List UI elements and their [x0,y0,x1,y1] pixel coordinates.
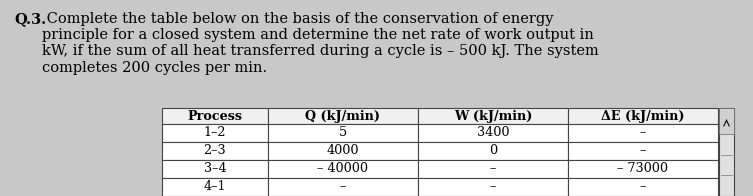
Bar [268,124,418,142]
Text: 3400: 3400 [477,126,509,140]
Bar [719,108,734,196]
Bar [162,142,268,160]
Bar [268,160,418,178]
Text: 4000: 4000 [327,144,359,158]
Bar [418,108,568,124]
Bar [568,108,718,124]
Text: W (kJ/min): W (kJ/min) [454,110,532,122]
Text: –: – [489,181,496,193]
Text: 2–3: 2–3 [203,144,226,158]
Text: –: – [640,181,646,193]
Bar [568,124,718,142]
Bar [268,142,418,160]
Text: 0: 0 [489,144,497,158]
Text: 4–1: 4–1 [203,181,226,193]
Bar [418,124,568,142]
Bar [418,178,568,196]
Bar [162,160,268,178]
Text: –: – [640,126,646,140]
Bar [268,108,418,124]
Text: Q.3.: Q.3. [14,12,46,26]
Text: Process: Process [187,110,242,122]
Text: – 73000: – 73000 [617,162,669,175]
Text: 5: 5 [339,126,347,140]
Text: –: – [340,181,346,193]
Bar [719,108,734,134]
Text: –: – [640,144,646,158]
Bar [418,160,568,178]
Text: 1–2: 1–2 [203,126,226,140]
Bar [568,142,718,160]
Text: 3–4: 3–4 [203,162,226,175]
Bar [268,178,418,196]
Bar [162,178,268,196]
Text: –: – [489,162,496,175]
Bar [162,108,268,124]
Bar [568,160,718,178]
Text: ΔE (kJ/min): ΔE (kJ/min) [601,110,684,122]
Text: Complete the table below on the basis of the conservation of energy
principle fo: Complete the table below on the basis of… [42,12,599,75]
Bar [568,178,718,196]
Text: – 40000: – 40000 [317,162,368,175]
Bar [162,124,268,142]
Text: Q (kJ/min): Q (kJ/min) [305,110,380,122]
Bar [418,142,568,160]
